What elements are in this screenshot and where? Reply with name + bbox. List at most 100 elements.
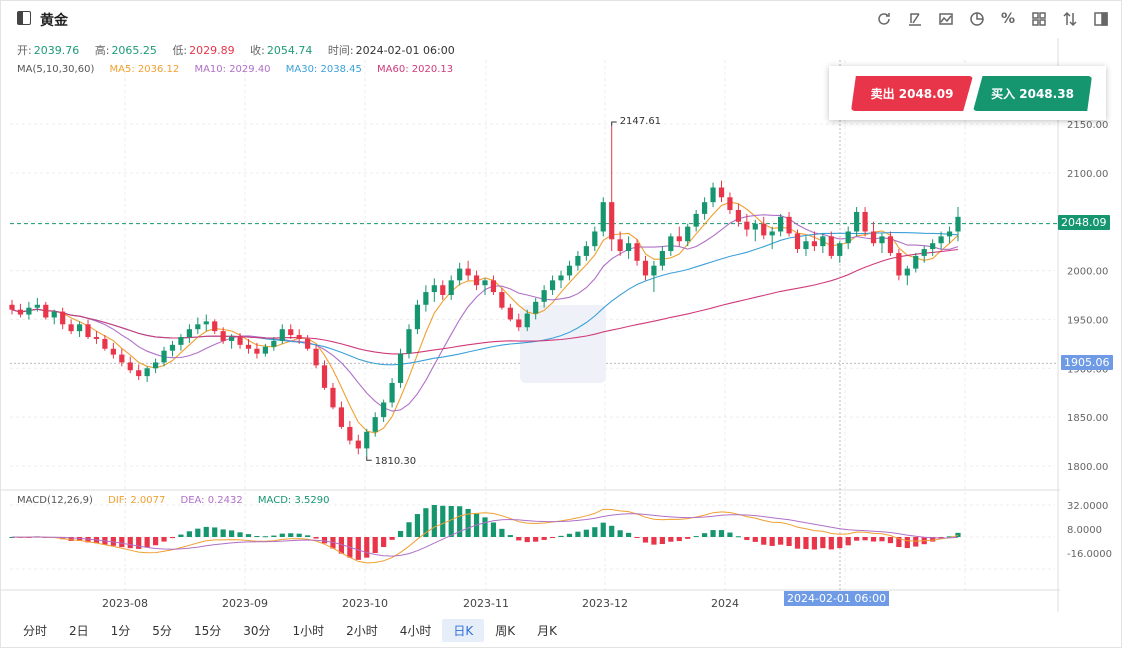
- candle-body: [651, 265, 657, 276]
- macd-bar: [262, 536, 268, 538]
- macd-bar: [786, 537, 792, 546]
- candle-body: [406, 329, 412, 354]
- candle-body: [440, 285, 446, 295]
- ma60-value: MA60: 2020.13: [377, 64, 454, 75]
- macd-bar: [718, 530, 725, 537]
- candle-body: [744, 221, 750, 230]
- macd-bar: [820, 537, 826, 549]
- candle-body: [786, 216, 792, 234]
- macd-bar: [946, 536, 953, 538]
- macd-bar: [659, 537, 665, 545]
- macd-bar: [516, 537, 522, 541]
- toolbar: %: [875, 10, 1110, 28]
- macd-bar: [794, 537, 801, 549]
- macd-bar: [845, 537, 851, 546]
- candle-body: [34, 304, 40, 308]
- cursor-date-tag: 2024-02-01 06:00: [784, 591, 890, 606]
- pie-icon[interactable]: [968, 10, 986, 28]
- macd-bar: [288, 533, 294, 537]
- macd-bar: [862, 537, 868, 541]
- candle-body: [685, 226, 691, 242]
- candle-body: [178, 337, 184, 345]
- x-axis-label: 2023-11: [463, 597, 509, 610]
- candle-body: [490, 280, 497, 293]
- candle-body: [161, 350, 167, 363]
- timeframe-5[interactable]: 30分: [243, 624, 271, 638]
- candle-body: [195, 324, 201, 330]
- candle-body: [355, 440, 361, 449]
- sidebar-toggle-icon[interactable]: [17, 11, 31, 25]
- candle-body: [237, 337, 243, 345]
- candle-body: [473, 275, 480, 286]
- grid-icon[interactable]: [1030, 10, 1048, 28]
- candle-body: [820, 236, 826, 247]
- percent-icon[interactable]: %: [1000, 11, 1016, 27]
- timeframe-10[interactable]: 周K: [495, 624, 516, 638]
- ohlc-readout: 开: 2039.76 高: 2065.25 低: 2029.89 收: 2054.74 …: [17, 42, 457, 58]
- macd-axis-label: 32.0000: [1067, 501, 1108, 512]
- candle-body: [372, 417, 378, 432]
- candle-body: [659, 251, 665, 266]
- x-axis-label: 2023-10: [342, 597, 388, 610]
- candle-body: [702, 202, 708, 214]
- macd-bar: [930, 537, 936, 542]
- panel-icon[interactable]: [1092, 10, 1110, 28]
- macd-bar: [566, 533, 573, 537]
- timeframe-2[interactable]: 1分: [110, 624, 131, 638]
- refresh-icon[interactable]: [875, 10, 893, 28]
- high-marker: [611, 121, 617, 126]
- chart-style-icon[interactable]: [937, 10, 955, 28]
- buy-button[interactable]: 买入 2048.38: [973, 76, 1092, 111]
- candle-body: [119, 354, 125, 363]
- candle-body: [879, 236, 885, 244]
- candle-body: [778, 216, 784, 232]
- macd-bar: [279, 533, 285, 537]
- timeframe-11[interactable]: 月K: [537, 624, 558, 638]
- timeframe-3[interactable]: 5分: [152, 624, 172, 638]
- sell-button[interactable]: 卖出 2048.09: [851, 76, 973, 111]
- timeframe-8[interactable]: 4小时: [399, 624, 432, 638]
- macd-bar: [854, 537, 860, 541]
- macd-bar: [161, 537, 167, 542]
- sort-icon[interactable]: [1061, 10, 1079, 28]
- macd-bar: [119, 537, 125, 548]
- drawing-icon[interactable]: [906, 10, 924, 28]
- time-label: 时间:: [327, 44, 354, 57]
- candle-body: [330, 387, 336, 408]
- candle-body: [533, 301, 539, 314]
- candle-body: [76, 324, 83, 332]
- macd-bar: [634, 537, 640, 538]
- macd-bar: [625, 532, 632, 537]
- candle-body: [803, 241, 809, 250]
- candle-body: [364, 431, 370, 449]
- dif-line: [11, 508, 959, 564]
- high-annotation: 2147.61: [620, 116, 661, 127]
- timeframe-6[interactable]: 1小时: [292, 624, 325, 638]
- macd-bar: [271, 535, 277, 537]
- timeframe-9[interactable]: 日K: [442, 619, 485, 642]
- macd-bar: [524, 537, 530, 543]
- watermark-logo: [520, 305, 606, 383]
- macd-bar: [609, 525, 615, 537]
- macd-bar: [533, 537, 539, 542]
- ma30-line: [11, 232, 959, 366]
- macd-bar: [617, 530, 623, 537]
- timeframe-4[interactable]: 15分: [193, 624, 222, 638]
- macd-axis-label: -16.0000: [1067, 549, 1112, 560]
- ma10-value: MA10: 2029.40: [194, 64, 271, 75]
- macd-bar: [152, 537, 159, 546]
- candle-body: [381, 402, 387, 418]
- macd-bar: [735, 536, 741, 538]
- timeframe-7[interactable]: 2小时: [346, 624, 378, 638]
- price-axis-label: 2000.00: [1067, 267, 1108, 278]
- timeframe-1[interactable]: 2日: [69, 624, 89, 638]
- macd-bar: [414, 514, 421, 537]
- candle-body: [955, 216, 961, 232]
- macd-bar: [406, 522, 412, 537]
- candle-body: [321, 365, 328, 388]
- macd-bar: [642, 537, 649, 543]
- macd-label: MACD(12,26,9): [17, 495, 93, 506]
- timeframe-0[interactable]: 分时: [23, 624, 48, 638]
- macd-bar: [541, 537, 547, 540]
